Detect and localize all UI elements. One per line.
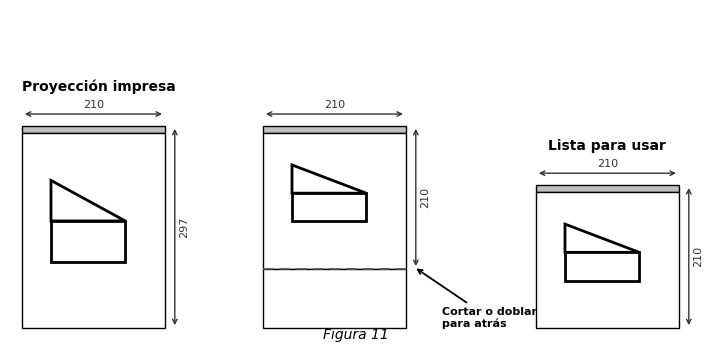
Polygon shape (51, 180, 125, 221)
Bar (263, 269, 406, 328)
Text: 210: 210 (693, 246, 703, 267)
Bar (263, 126, 406, 133)
Text: 210: 210 (597, 159, 618, 169)
Bar (22, 126, 164, 133)
Bar (292, 193, 366, 221)
Polygon shape (565, 224, 639, 252)
Bar (263, 133, 406, 269)
Text: 210: 210 (420, 187, 430, 208)
Text: Figura 11: Figura 11 (323, 328, 389, 342)
Polygon shape (292, 165, 366, 193)
Text: Lista para usar: Lista para usar (548, 139, 666, 153)
Bar (22, 133, 164, 328)
Text: 210: 210 (83, 100, 104, 110)
Text: Cortar o doblar
para atrás: Cortar o doblar para atrás (418, 270, 537, 329)
Bar (565, 252, 639, 280)
Text: 210: 210 (324, 100, 345, 110)
Bar (536, 185, 679, 192)
Bar (51, 221, 125, 261)
Text: 297: 297 (179, 216, 189, 238)
Bar (536, 192, 679, 328)
Text: Proyección impresa: Proyección impresa (22, 80, 176, 94)
